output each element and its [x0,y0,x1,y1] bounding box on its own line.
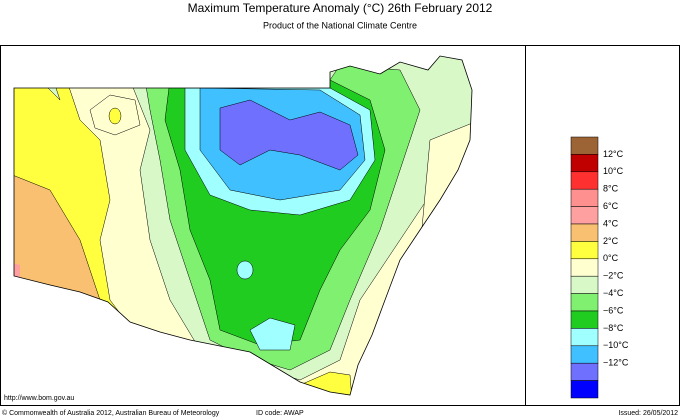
legend-swatch [570,275,599,294]
legend-swatch [570,345,599,364]
legend-swatch [570,362,599,381]
legend-swatch [570,223,599,242]
legend-swatch [570,241,599,260]
map [14,56,472,395]
legend-label: −6°C [603,305,624,315]
title: Maximum Temperature Anomaly (°C) 26th Fe… [188,1,493,15]
legend-label: −2°C [603,271,624,281]
legend: 12°C 10°C 8°C 6°C 4°C 2°C 0°C −2°C −4°C −6°C −8°C −… [570,136,629,399]
legend-swatch [570,258,599,277]
legend-swatch [570,171,599,190]
legend-swatch [570,328,599,347]
legend-label: 2°C [603,236,619,246]
legend-swatch [570,136,599,155]
copyright: © Commonwealth of Australia 2012, Austra… [2,409,220,417]
legend-label: 8°C [603,184,619,194]
url: http://www.bom.gov.au [4,395,74,402]
legend-label: −12°C [603,358,629,368]
legend-label: −8°C [603,323,624,333]
subtitle: Product of the National Climate Centre [263,20,417,30]
legend-label: 4°C [603,218,619,228]
state-outline [13,55,473,396]
legend-label: 6°C [603,201,619,211]
issued: Issued: 26/05/2012 [618,410,678,417]
legend-swatch [570,206,599,225]
legend-swatch [570,310,599,329]
legend-swatch [570,380,599,399]
id-code: ID code: AWAP [256,410,304,417]
legend-swatch [570,293,599,312]
legend-label: 12°C [603,149,624,159]
legend-label: 0°C [603,253,619,263]
legend-swatch [570,188,599,207]
legend-swatch [570,154,599,173]
legend-label: −4°C [603,288,624,298]
legend-label: −10°C [603,340,629,350]
legend-label: 10°C [603,166,624,176]
